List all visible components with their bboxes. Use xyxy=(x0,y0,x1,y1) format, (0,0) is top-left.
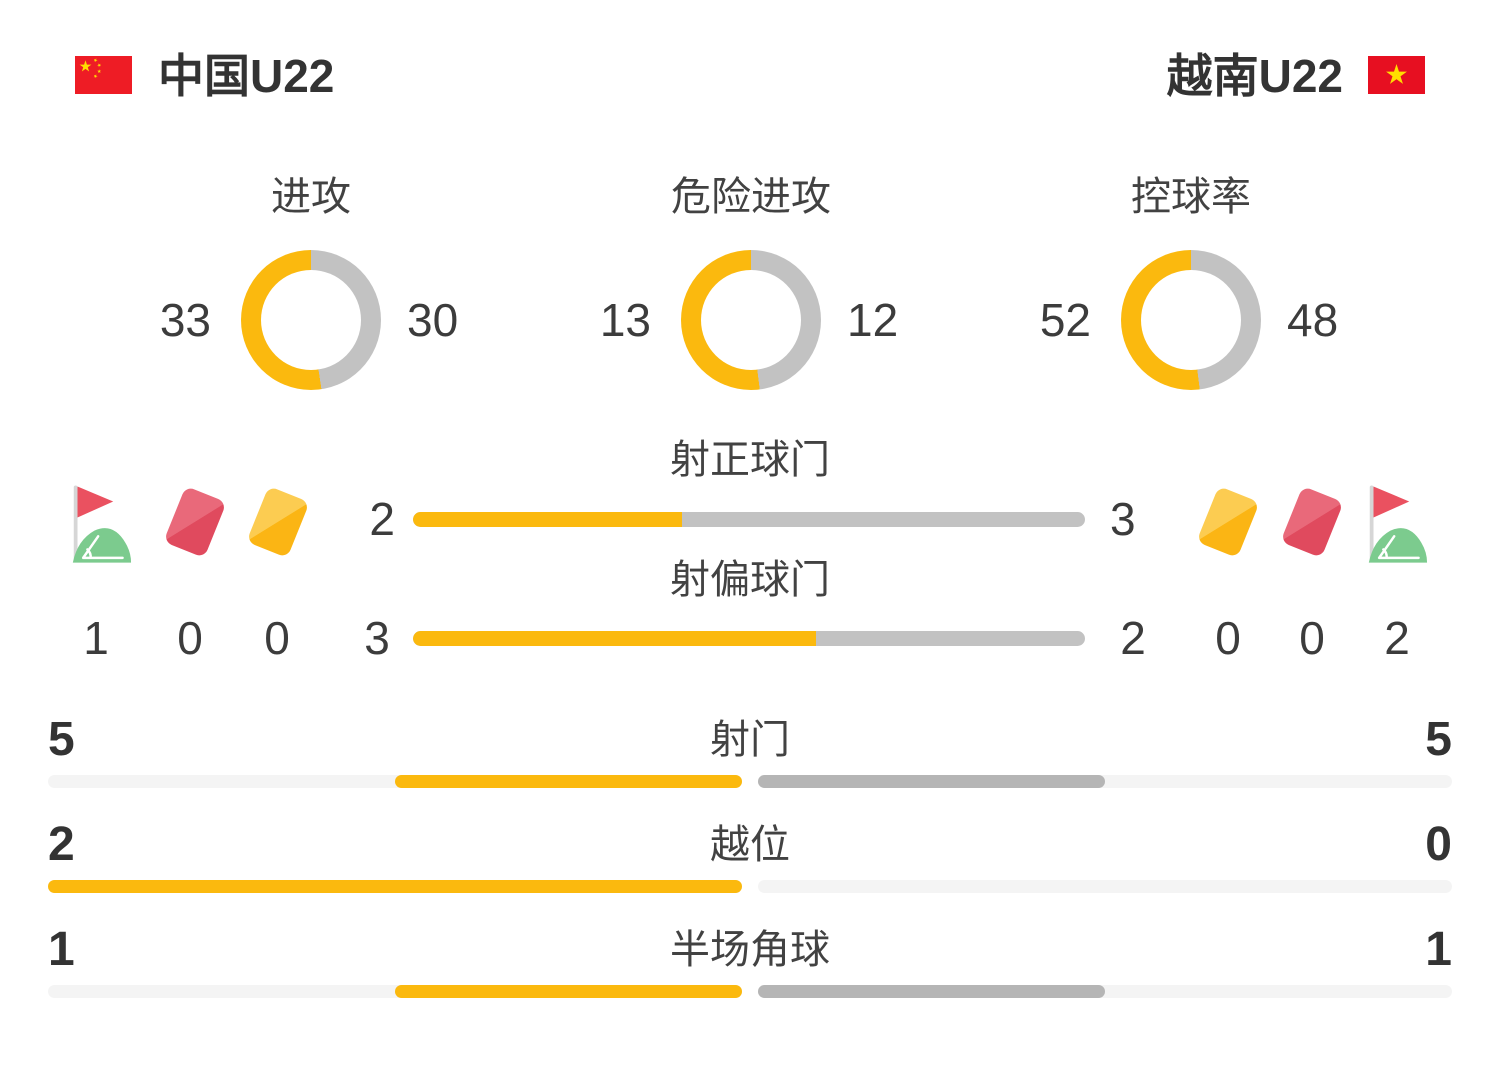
home-yellow-cards-count: 0 xyxy=(264,612,290,664)
attack-donut-chart xyxy=(241,250,381,390)
away-corner-flag-icon xyxy=(1368,485,1428,563)
away-red-cards-count: 0 xyxy=(1299,612,1325,664)
total-shots-home-value: 5 xyxy=(48,713,75,766)
shots-on-target-bar xyxy=(413,512,1085,527)
total-shots-away-bar xyxy=(758,775,1452,788)
possession-donut-chart xyxy=(1121,250,1261,390)
away-red-card-icon xyxy=(1280,485,1344,559)
dangerous-attack-home-value: 13 xyxy=(599,294,651,346)
total-shots-away-value: 5 xyxy=(1425,713,1452,766)
possession-away-value: 48 xyxy=(1287,294,1339,346)
attack-home-value: 33 xyxy=(159,294,211,346)
away-yellow-cards-count: 0 xyxy=(1215,612,1241,664)
attack-away-value: 30 xyxy=(407,294,459,346)
away-corners-count: 2 xyxy=(1384,612,1410,664)
total-shots-home-bar xyxy=(48,775,742,788)
shots-off-target-away-value: 2 xyxy=(1120,612,1146,664)
home-team-name: 中国U22 xyxy=(158,50,335,102)
shots-off-target-bar xyxy=(413,631,1085,646)
home-corners-count: 1 xyxy=(83,612,109,664)
offsides-home-value: 2 xyxy=(48,818,75,871)
offsides-home-bar xyxy=(48,880,742,893)
total-shots-label: 射门 xyxy=(710,718,790,762)
dangerous-attack-donut-title: 危险进攻 xyxy=(671,175,831,219)
china-flag-icon xyxy=(75,56,132,94)
attack-donut-title: 进攻 xyxy=(271,175,351,219)
home-red-cards-count: 0 xyxy=(177,612,203,664)
half-corners-away-bar xyxy=(758,985,1452,998)
half-corners-away-value: 1 xyxy=(1425,923,1452,976)
possession-donut-title: 控球率 xyxy=(1131,175,1251,219)
shots-on-target-home-value: 2 xyxy=(369,493,395,545)
dangerous-attack-away-value: 12 xyxy=(847,294,899,346)
vietnam-flag-icon xyxy=(1368,56,1425,94)
shots-on-target-away-value: 3 xyxy=(1110,493,1136,545)
possession-home-value: 52 xyxy=(1039,294,1091,346)
offsides-label: 越位 xyxy=(710,823,790,867)
offsides-away-bar xyxy=(758,880,1452,893)
dangerous-attack-donut-chart xyxy=(681,250,821,390)
shots-on-target-title: 射正球门 xyxy=(670,438,830,482)
home-corner-flag-icon xyxy=(72,485,132,563)
shots-off-target-title: 射偏球门 xyxy=(670,558,830,602)
away-team-name: 越南U22 xyxy=(1166,50,1343,102)
half-corners-home-value: 1 xyxy=(48,923,75,976)
offsides-away-value: 0 xyxy=(1425,818,1452,871)
shots-off-target-home-value: 3 xyxy=(364,612,390,664)
half-corners-home-bar xyxy=(48,985,742,998)
half-corners-label: 半场角球 xyxy=(670,928,830,972)
home-red-card-icon xyxy=(163,485,227,559)
